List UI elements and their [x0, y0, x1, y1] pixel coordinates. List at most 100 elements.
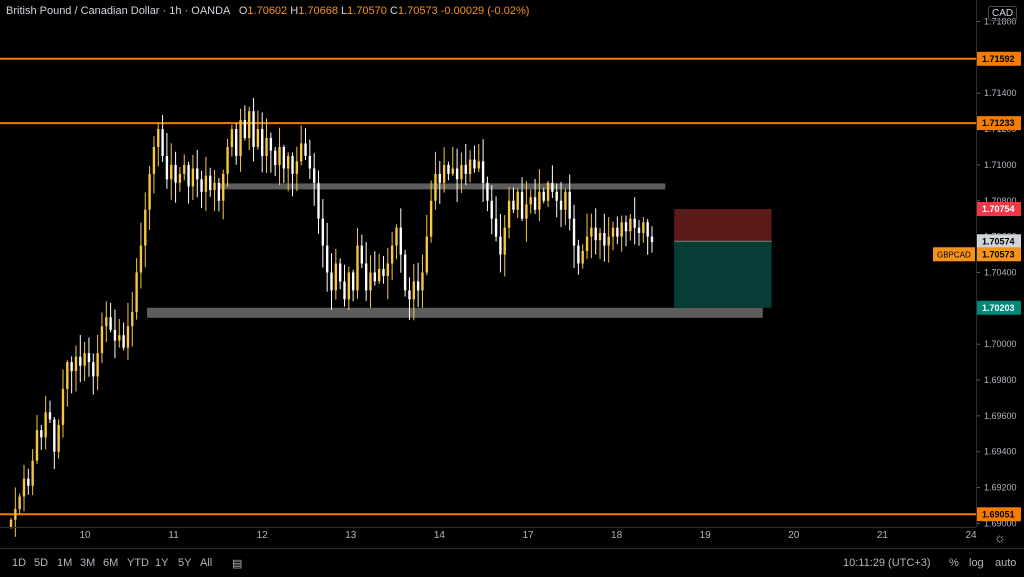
candle-body-99: [438, 173, 441, 183]
candle-body-91: [403, 254, 407, 291]
candle-body-56: [252, 111, 255, 147]
settings-gear-icon[interactable]: ☼: [994, 530, 1006, 545]
candle-body-57: [256, 129, 260, 147]
candle-body-58: [261, 129, 264, 156]
candle-body-78: [347, 272, 351, 300]
candle-body-22: [105, 317, 108, 327]
level-label-1: 1.71233: [982, 118, 1015, 128]
x-tick-label-7: 19: [700, 530, 712, 541]
bottom-toolbar: 1D 5D 1M 3M 6M YTD 1Y 5Y All ▤ 10:11:29 …: [0, 548, 1024, 577]
candle-body-41: [187, 164, 190, 187]
candle-body-94: [416, 281, 420, 291]
candle-body-146: [642, 222, 645, 234]
timeframe-5y[interactable]: 5Y: [178, 557, 192, 569]
y-tick-label-13: 1.69200: [984, 483, 1017, 493]
support-resistance-zones: [147, 183, 763, 318]
candle-body-7: [40, 430, 43, 438]
y-tick-label-12: 1.69400: [984, 447, 1017, 457]
candle-body-130: [572, 218, 576, 246]
candle-body-45: [204, 175, 208, 192]
candle-body-10: [53, 419, 56, 452]
timeframe-5d[interactable]: 5D: [34, 557, 49, 569]
clock-readout[interactable]: 10:11:29 (UTC+3): [843, 557, 931, 569]
candle-body-60: [269, 138, 273, 151]
candle-body-133: [585, 236, 589, 251]
timeframe-3m[interactable]: 3M: [80, 557, 96, 569]
timeframe-1y[interactable]: 1Y: [155, 557, 169, 569]
candle-body-142: [624, 222, 628, 232]
candle-body-27: [126, 326, 130, 348]
candle-body-37: [170, 164, 173, 180]
candle-body-24: [113, 329, 117, 341]
x-tick-label-6: 18: [611, 530, 623, 541]
candle-body-120: [529, 197, 532, 205]
candle-body-131: [577, 245, 580, 264]
timeframe-1m[interactable]: 1M: [57, 557, 73, 569]
take-profit-box: [674, 241, 772, 308]
candle-body-81: [360, 245, 364, 264]
candle-body-18: [87, 353, 91, 363]
candle-body-137: [603, 233, 606, 246]
candle-body-128: [564, 191, 567, 210]
y-tick-label-11: 1.69600: [984, 411, 1017, 421]
candle-body-8: [44, 412, 47, 438]
candle-body-90: [399, 227, 402, 255]
candle-body-109: [481, 161, 485, 183]
last-price-label: 1.70573: [982, 249, 1015, 259]
candle-body-47: [213, 182, 216, 191]
x-tick-label-10: 24: [965, 530, 977, 541]
timeframe-ytd[interactable]: YTD: [127, 557, 149, 569]
y-tick-label-4: 1.71000: [984, 160, 1017, 170]
candle-body-38: [174, 164, 177, 183]
candle-body-54: [243, 120, 247, 139]
x-tick-label-3: 13: [345, 530, 357, 541]
level-label-2-bg: [977, 507, 1021, 522]
auto-toggle[interactable]: auto: [995, 557, 1017, 569]
candle-body-135: [594, 227, 597, 241]
x-tick-label-8: 20: [788, 530, 800, 541]
candle-body-71: [317, 182, 320, 219]
x-tick-label-5: 17: [522, 530, 534, 541]
stop-label: 1.70754: [982, 204, 1015, 214]
target-label: 1.70203: [982, 303, 1015, 313]
x-tick-label-9: 21: [877, 530, 889, 541]
entry-label-bg: [977, 234, 1021, 249]
candle-body-80: [356, 245, 359, 291]
candle-body-125: [551, 182, 554, 192]
ohlc-readout: O1.70602 H1.70668 L1.70570 C1.70573 -0.0…: [238, 5, 530, 17]
candle-body-16: [79, 356, 82, 366]
candle-body-20: [96, 353, 99, 377]
candle-body-88: [390, 245, 394, 264]
percent-toggle[interactable]: %: [949, 557, 959, 569]
timeframe-6m[interactable]: 6M: [103, 557, 119, 569]
candle-body-124: [546, 182, 550, 201]
candle-body-12: [61, 388, 65, 425]
candle-body-72: [321, 218, 325, 246]
currency-button[interactable]: CAD: [988, 6, 1018, 21]
candle-body-63: [282, 146, 286, 169]
candle-body-139: [611, 227, 615, 237]
candle-body-147: [646, 222, 649, 237]
price-chart[interactable]: 1.718001.716001.714001.712001.710001.708…: [0, 0, 1024, 548]
candle-body-102: [451, 168, 454, 174]
candle-body-3: [22, 478, 26, 497]
position-tool: [674, 209, 772, 308]
candle-body-132: [581, 250, 584, 264]
candle-body-93: [412, 281, 415, 300]
candle-body-127: [559, 200, 563, 210]
candle-body-123: [542, 191, 545, 201]
x-tick-label-2: 12: [257, 530, 269, 541]
calendar-range-icon[interactable]: ▤: [232, 558, 243, 570]
low-value: 1.70570: [347, 5, 387, 17]
candle-body-85: [377, 268, 381, 282]
candle-body-4: [27, 478, 30, 486]
timeframe-1d[interactable]: 1D: [12, 557, 27, 569]
candle-body-107: [473, 159, 476, 169]
timeframe-all[interactable]: All: [200, 557, 213, 569]
log-toggle[interactable]: log: [969, 557, 984, 569]
candle-body-36: [165, 155, 169, 180]
candle-body-73: [325, 245, 329, 273]
candle-body-13: [66, 362, 69, 389]
candle-body-134: [590, 227, 593, 237]
candle-body-21: [100, 326, 104, 354]
